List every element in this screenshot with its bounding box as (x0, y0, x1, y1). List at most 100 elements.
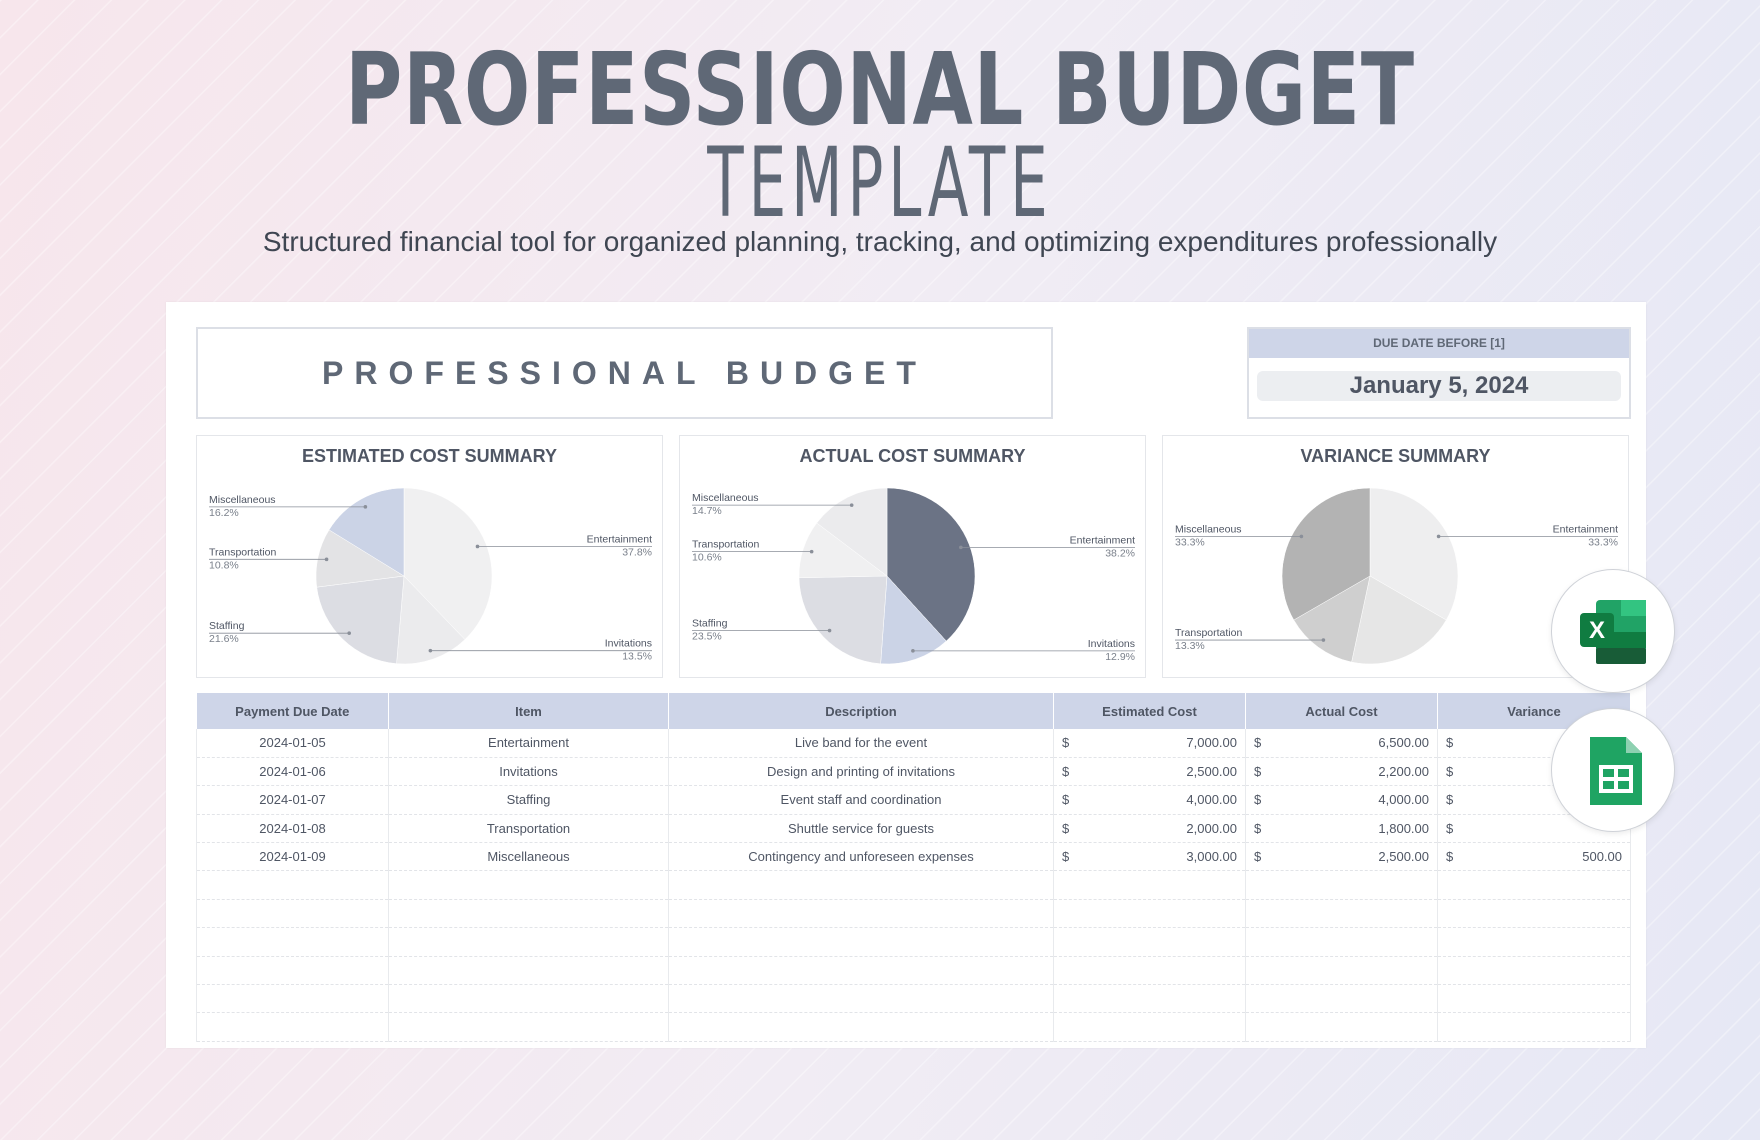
slice-label: Miscellaneous (209, 494, 276, 506)
table-row-empty (196, 1012, 1631, 1042)
cell-actual-cost[interactable] (1245, 927, 1438, 957)
table-row: 2024-01-05 Entertainment Live band for the… (196, 729, 1631, 758)
cell-estimated-cost[interactable] (1053, 927, 1246, 957)
cell-estimated-cost[interactable] (1053, 984, 1246, 1014)
cell-estimated-cost[interactable]: $3,000.00 (1053, 842, 1246, 872)
cell-description[interactable]: Contingency and unforeseen expenses (668, 842, 1054, 872)
pie-slice-miscellaneous[interactable] (1281, 487, 1371, 621)
cell-description[interactable] (668, 956, 1054, 986)
cell-variance[interactable] (1437, 927, 1631, 957)
cell-actual-cost[interactable] (1245, 984, 1438, 1014)
header-item[interactable]: Item (388, 693, 669, 729)
cell-date[interactable]: 2024-01-06 (196, 757, 389, 787)
cell-description[interactable] (668, 927, 1054, 957)
slice-percent: 21.6% (209, 633, 239, 645)
cell-variance[interactable] (1437, 1012, 1631, 1042)
header-actual-cost[interactable]: Actual Cost (1245, 693, 1438, 729)
cell-actual-cost[interactable] (1245, 899, 1438, 929)
cell-actual-cost[interactable]: $2,500.00 (1245, 842, 1438, 872)
cell-estimated-cost[interactable] (1053, 956, 1246, 986)
cell-item[interactable]: Transportation (388, 814, 669, 844)
cell-variance[interactable]: $500.00 (1437, 842, 1631, 872)
cell-date[interactable]: 2024-01-09 (196, 842, 389, 872)
leader-dot (809, 549, 814, 554)
cell-description[interactable] (668, 899, 1054, 929)
cell-date[interactable]: 2024-01-08 (196, 814, 389, 844)
pie-slice-staffing[interactable] (316, 575, 405, 664)
header-description[interactable]: Description (668, 693, 1054, 729)
pie-slice-invitations[interactable] (880, 575, 947, 665)
pie-slice-miscellaneous[interactable] (328, 487, 405, 577)
cell-actual-cost[interactable]: $1,800.00 (1245, 814, 1438, 844)
slice-label: Staffing (692, 618, 728, 630)
cell-actual-cost[interactable] (1245, 956, 1438, 986)
currency-symbol: $ (1446, 764, 1454, 780)
pie-slice-staffing[interactable] (798, 575, 888, 665)
cell-item[interactable]: Staffing (388, 785, 669, 815)
cell-estimated-cost[interactable]: $2,000.00 (1053, 814, 1246, 844)
cell-description[interactable]: Design and printing of invitations (668, 757, 1054, 787)
cell-actual-cost[interactable] (1245, 1012, 1438, 1042)
due-date-value[interactable]: January 5, 2024 (1257, 371, 1621, 401)
cell-description[interactable]: Event staff and coordination (668, 785, 1054, 815)
cell-actual-cost[interactable]: $2,200.00 (1245, 757, 1438, 787)
cell-item[interactable]: Miscellaneous (388, 842, 669, 872)
currency-symbol: $ (1446, 735, 1454, 751)
slice-label: Miscellaneous (1175, 523, 1242, 535)
cell-item[interactable] (388, 1012, 669, 1042)
table-row-empty (196, 899, 1631, 929)
cell-item[interactable]: Invitations (388, 757, 669, 787)
pie-slice-transportation[interactable] (1293, 575, 1371, 663)
cell-date[interactable] (196, 899, 389, 929)
cell-variance[interactable] (1437, 870, 1631, 900)
cell-estimated-cost[interactable]: $2,500.00 (1053, 757, 1246, 787)
header-payment-due-date[interactable]: Payment Due Date (196, 693, 389, 729)
slice-label: Transportation (1175, 627, 1242, 639)
cell-variance[interactable] (1437, 984, 1631, 1014)
cell-description[interactable]: Live band for the event (668, 729, 1054, 758)
google-sheets-icon[interactable] (1551, 708, 1675, 832)
cell-date[interactable] (196, 984, 389, 1014)
cell-item[interactable] (388, 984, 669, 1014)
cell-date[interactable]: 2024-01-05 (196, 729, 389, 758)
cell-item[interactable] (388, 899, 669, 929)
cell-date[interactable] (196, 870, 389, 900)
cell-actual-cost[interactable]: $4,000.00 (1245, 785, 1438, 815)
pie-slice-invitations[interactable] (396, 575, 466, 665)
pie-slice-miscellaneous[interactable] (816, 487, 888, 577)
pie-slice-entertainment[interactable] (1369, 487, 1459, 621)
cell-description[interactable] (668, 870, 1054, 900)
pie-slice-entertainment[interactable] (403, 487, 493, 640)
slice-percent: 23.5% (692, 631, 722, 643)
cell-actual-cost-value: 6,500.00 (1378, 735, 1429, 751)
slice-label: Transportation (209, 546, 276, 558)
cell-actual-cost[interactable] (1245, 870, 1438, 900)
header-estimated-cost[interactable]: Estimated Cost (1053, 693, 1246, 729)
cell-item[interactable] (388, 956, 669, 986)
cell-description[interactable]: Shuttle service for guests (668, 814, 1054, 844)
cell-estimated-cost[interactable]: $7,000.00 (1053, 729, 1246, 758)
cell-description[interactable] (668, 1012, 1054, 1042)
table-header-row: Payment Due Date Item Description Estima… (196, 693, 1631, 729)
cell-estimated-cost[interactable] (1053, 870, 1246, 900)
cell-date[interactable] (196, 927, 389, 957)
cell-variance[interactable] (1437, 956, 1631, 986)
cell-date[interactable] (196, 956, 389, 986)
cell-item[interactable] (388, 927, 669, 957)
cell-item[interactable] (388, 870, 669, 900)
cell-date[interactable]: 2024-01-07 (196, 785, 389, 815)
cell-date[interactable] (196, 1012, 389, 1042)
cell-estimated-cost[interactable] (1053, 899, 1246, 929)
excel-icon[interactable]: X (1551, 569, 1675, 693)
pie-slice-invitations[interactable] (1351, 575, 1447, 665)
cell-description[interactable] (668, 984, 1054, 1014)
cell-estimated-cost[interactable]: $4,000.00 (1053, 785, 1246, 815)
slice-label: Entertainment (1070, 534, 1135, 546)
cell-item[interactable]: Entertainment (388, 729, 669, 758)
cell-variance[interactable] (1437, 899, 1631, 929)
cell-actual-cost-value: 1,800.00 (1378, 820, 1429, 836)
cell-estimated-cost[interactable] (1053, 1012, 1246, 1042)
cell-actual-cost[interactable]: $6,500.00 (1245, 729, 1438, 758)
pie-slice-entertainment[interactable] (886, 487, 976, 642)
